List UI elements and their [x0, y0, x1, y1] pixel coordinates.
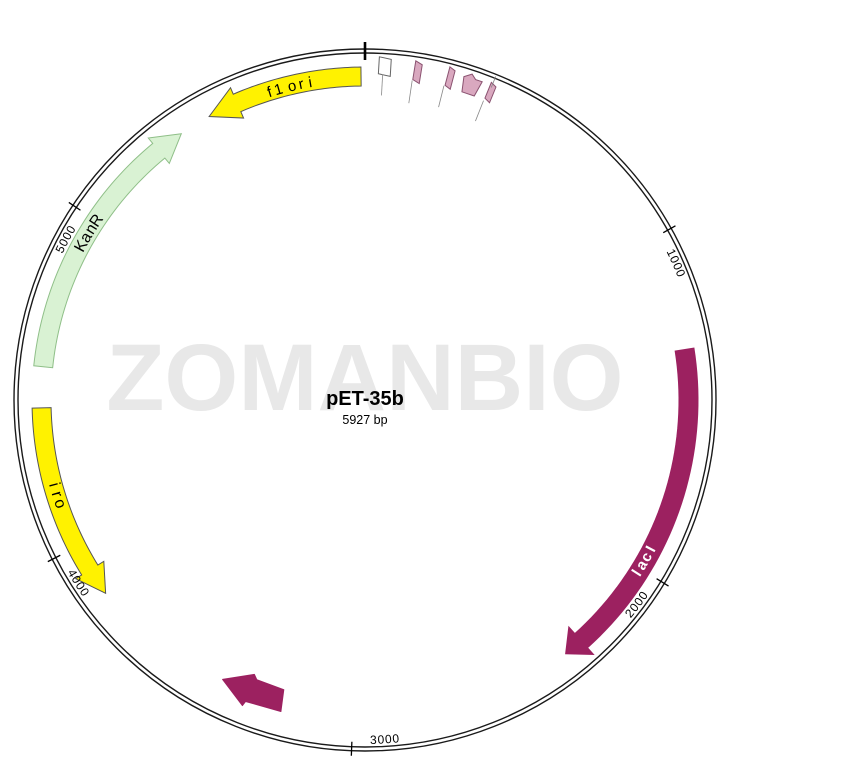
- svg-text:0: 0: [392, 731, 400, 746]
- svg-text:5927 bp: 5927 bp: [342, 413, 387, 427]
- svg-text:3: 3: [370, 733, 377, 747]
- svg-text:pET-35b: pET-35b: [326, 388, 404, 410]
